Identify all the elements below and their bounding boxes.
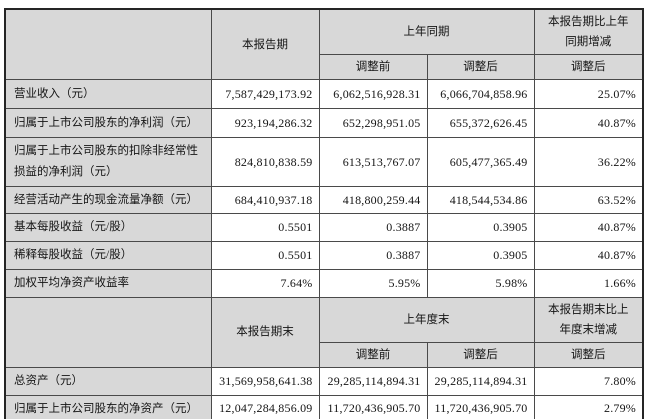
change-value: 40.87% (533, 213, 644, 243)
blank-corner-cell (4, 296, 212, 368)
table-row: 加权平均净资产收益率 7.64% 5.95% 5.98% 1.66% (4, 268, 644, 298)
prior-before-value: 0.3887 (318, 241, 428, 270)
change-value: 2.79% (533, 394, 644, 419)
table-row: 归属于上市公司股东的净资产（元） 12,047,284,856.09 11,72… (4, 394, 644, 419)
prior-after-value: 29,285,114,894.31 (426, 366, 535, 396)
row-label: 归属于上市公司股东的净资产（元） (4, 394, 212, 419)
change-value: 7.80% (533, 366, 644, 396)
current-value: 12,047,284,856.09 (210, 394, 320, 419)
header-change-adjust-after: 调整后 (533, 54, 644, 81)
current-value: 31,569,958,641.38 (210, 366, 320, 396)
header-change-vs-prior-year-end: 本报告期末比上 年度末增减 (533, 296, 644, 343)
change-value: 36.22% (533, 137, 644, 187)
prior-before-value: 418,800,259.44 (318, 185, 428, 215)
header-adjust-after: 调整后 (426, 54, 535, 81)
header-change-line1: 本报告期末比上 (548, 303, 629, 316)
prior-after-value: 0.3905 (426, 241, 535, 270)
current-value: 7.64% (210, 268, 320, 298)
header-prior-period-group: 上年同期 (318, 8, 535, 56)
header-adjust-before: 调整前 (318, 54, 428, 81)
row-label: 加权平均净资产收益率 (4, 268, 212, 298)
prior-after-value: 5.98% (426, 268, 535, 298)
row-label: 归属于上市公司股东的扣除非经常性损益的净利润（元） (4, 137, 212, 187)
prior-after-value: 605,477,365.49 (426, 137, 535, 187)
table-row: 总资产（元） 31,569,958,641.38 29,285,114,894.… (4, 366, 644, 396)
row-label: 经营活动产生的现金流量净额（元） (4, 185, 212, 215)
prior-after-value: 655,372,626.45 (426, 108, 535, 139)
current-value: 824,810,838.59 (210, 137, 320, 187)
prior-before-value: 11,720,436,905.70 (318, 394, 428, 419)
prior-after-value: 0.3905 (426, 213, 535, 243)
blank-corner-cell (4, 8, 212, 81)
change-value: 25.07% (533, 79, 644, 110)
table-row: 归属于上市公司股东的净利润（元） 923,194,286.32 652,298,… (4, 108, 644, 139)
header-change-vs-prior: 本报告期比上年 同期增减 (533, 8, 644, 56)
header-prior-year-end-group: 上年度末 (318, 296, 535, 343)
section1-header-row-2: 调整前 调整后 调整后 (5, 54, 644, 81)
prior-before-value: 613,513,767.07 (318, 137, 428, 187)
change-value: 1.66% (533, 268, 644, 298)
section2-header-row-2: 调整前 调整后 调整后 (5, 341, 644, 368)
header-current-period-end: 本报告期末 (210, 296, 320, 368)
header-current-period: 本报告期 (210, 8, 320, 81)
table-row: 经营活动产生的现金流量净额（元） 684,410,937.18 418,800,… (4, 185, 644, 215)
row-label: 归属于上市公司股东的净利润（元） (4, 108, 212, 139)
prior-before-value: 6,062,516,928.31 (318, 79, 428, 110)
row-label: 稀释每股收益（元/股） (4, 241, 212, 270)
table-row: 归属于上市公司股东的扣除非经常性损益的净利润（元） 824,810,838.59… (4, 137, 644, 187)
section2-header-row-1: 本报告期末 上年度末 本报告期末比上 年度末增减 (4, 296, 644, 368)
current-value: 923,194,286.32 (210, 108, 320, 139)
header-adjust-after: 调整后 (426, 341, 535, 368)
prior-after-value: 418,544,534.86 (426, 185, 535, 215)
prior-after-value: 6,066,704,858.96 (426, 79, 535, 110)
current-value: 7,587,429,173.92 (210, 79, 320, 110)
prior-before-value: 652,298,951.05 (318, 108, 428, 139)
table-row: 基本每股收益（元/股） 0.5501 0.3887 0.3905 40.87% (4, 213, 644, 243)
header-change-line2: 同期增减 (565, 36, 612, 49)
header-change-line2: 年度末增减 (559, 323, 618, 336)
row-label: 基本每股收益（元/股） (4, 213, 212, 243)
header-change-line1: 本报告期比上年 (548, 16, 629, 28)
section1-header-row-1: 本报告期 上年同期 本报告期比上年 同期增减 (4, 8, 644, 81)
row-label: 总资产（元） (4, 366, 212, 396)
current-value: 684,410,937.18 (210, 185, 320, 215)
prior-before-value: 5.95% (318, 268, 428, 298)
current-value: 0.5501 (210, 213, 320, 243)
current-value: 0.5501 (210, 241, 320, 270)
change-value: 40.87% (533, 108, 644, 139)
table-row: 稀释每股收益（元/股） 0.5501 0.3887 0.3905 40.87% (4, 241, 644, 270)
change-value: 63.52% (533, 185, 644, 215)
row-label: 营业收入（元） (4, 79, 212, 110)
financial-summary-table: 本报告期 上年同期 本报告期比上年 同期增减 调整前 调整后 调整后 营业收入（… (4, 8, 644, 419)
header-change-adjust-after: 调整后 (533, 341, 644, 368)
change-value: 40.87% (533, 241, 644, 270)
prior-after-value: 11,720,436,905.70 (426, 394, 535, 419)
header-adjust-before: 调整前 (318, 341, 428, 368)
table-row: 营业收入（元） 7,587,429,173.92 6,062,516,928.3… (4, 79, 644, 110)
prior-before-value: 29,285,114,894.31 (318, 366, 428, 396)
prior-before-value: 0.3887 (318, 213, 428, 243)
